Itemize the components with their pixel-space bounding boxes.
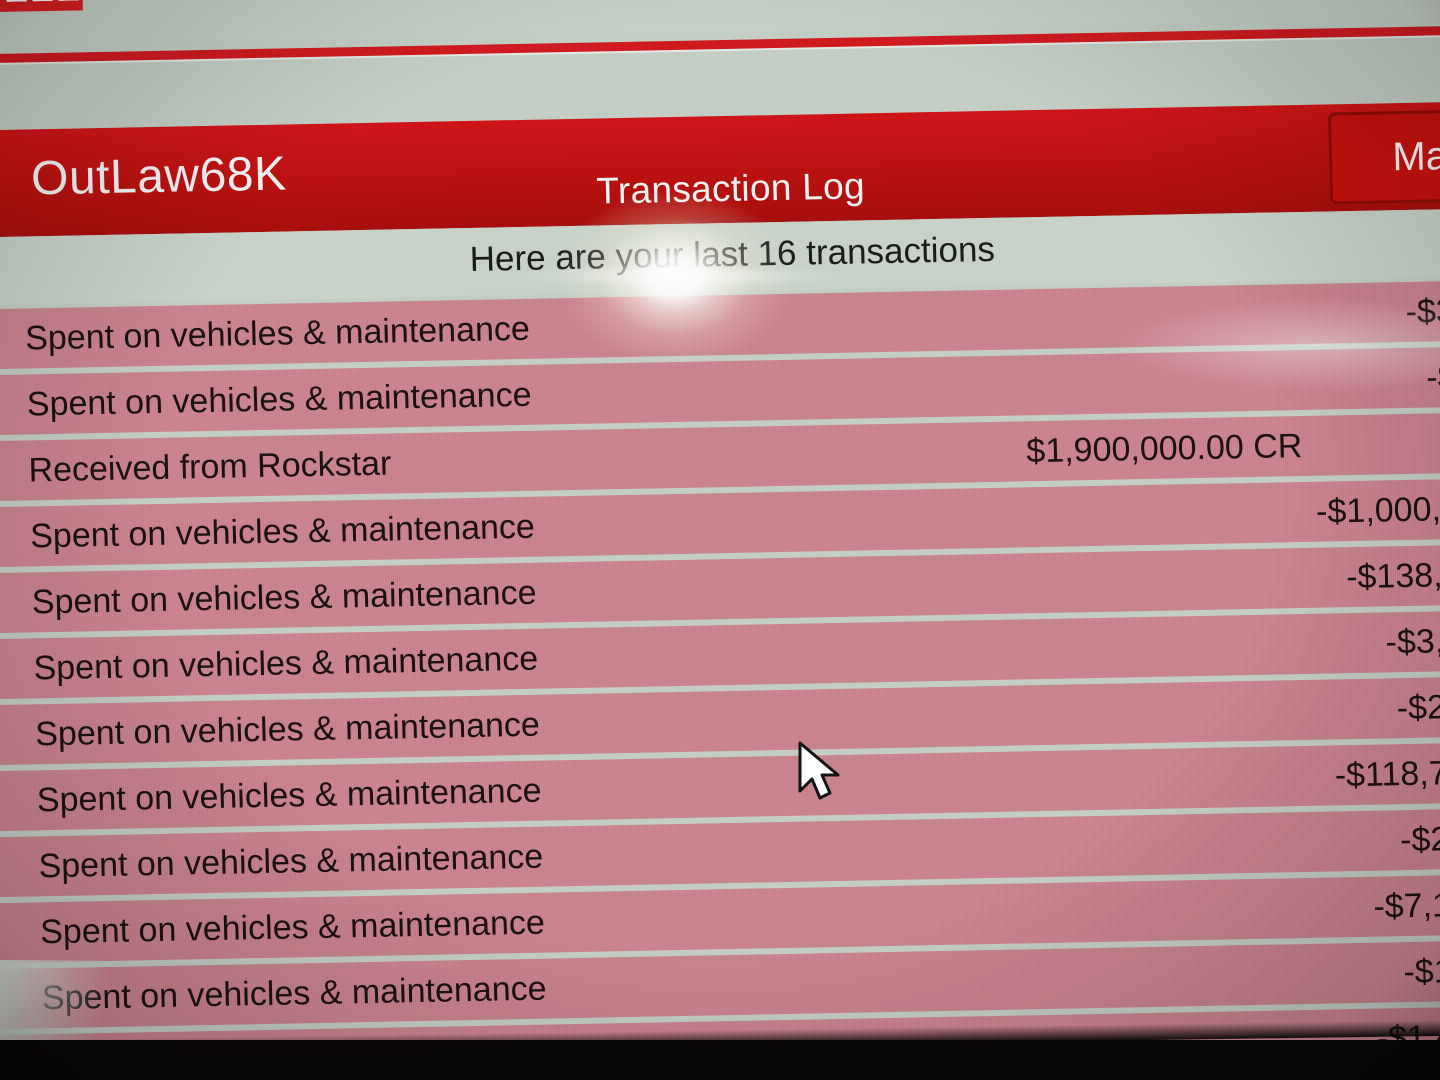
transaction-amount: -$109.00 [1402, 950, 1440, 991]
transaction-label: Spent on vehicles & maintenance [41, 969, 547, 1017]
transaction-label: Spent on vehicles & maintenance [33, 639, 539, 687]
transaction-label: Spent on vehicles & maintenance [34, 705, 541, 753]
transaction-amount: $1,900,000.00 CR [1025, 426, 1303, 470]
transaction-label: Spent on vehicles & maintenance [39, 903, 546, 951]
transaction-label: Spent on vehicles & maintenance [26, 375, 532, 423]
transaction-amount: -$7,125.00 [1372, 884, 1440, 926]
transaction-label: Spent on vehicles & maintenance [38, 837, 544, 885]
transaction-label: Received from Rockstar [28, 443, 392, 489]
monitor-bezel [0, 1040, 1440, 1080]
maze-bank-logo-icon [0, 0, 83, 12]
transaction-list[interactable]: Spent on vehicles & maintenance -$3,800 Sp… [0, 280, 1440, 1080]
transaction-amount: -$3,800.0 [1385, 620, 1440, 661]
transaction-amount: -$285.00 [1399, 818, 1440, 859]
transaction-amount: -$3,800 [1405, 290, 1440, 331]
transaction-amount: -$1,000,000.0 [1315, 488, 1440, 531]
transaction-amount: -$138,000.0 [1345, 554, 1440, 596]
transaction-amount: -$118,750.00 [1334, 752, 1440, 794]
transaction-label: Spent on vehicles & maintenance [31, 573, 537, 621]
transaction-label: Spent on vehicles & maintenance [36, 771, 542, 819]
transaction-amount: -$285.00 [1396, 686, 1440, 727]
mail-button[interactable]: Mail [1327, 108, 1440, 205]
transaction-amount: -$332. [1425, 356, 1440, 397]
transaction-label: Spent on vehicles & maintenance [24, 309, 531, 357]
transaction-label: Spent on vehicles & maintenance [29, 507, 536, 555]
